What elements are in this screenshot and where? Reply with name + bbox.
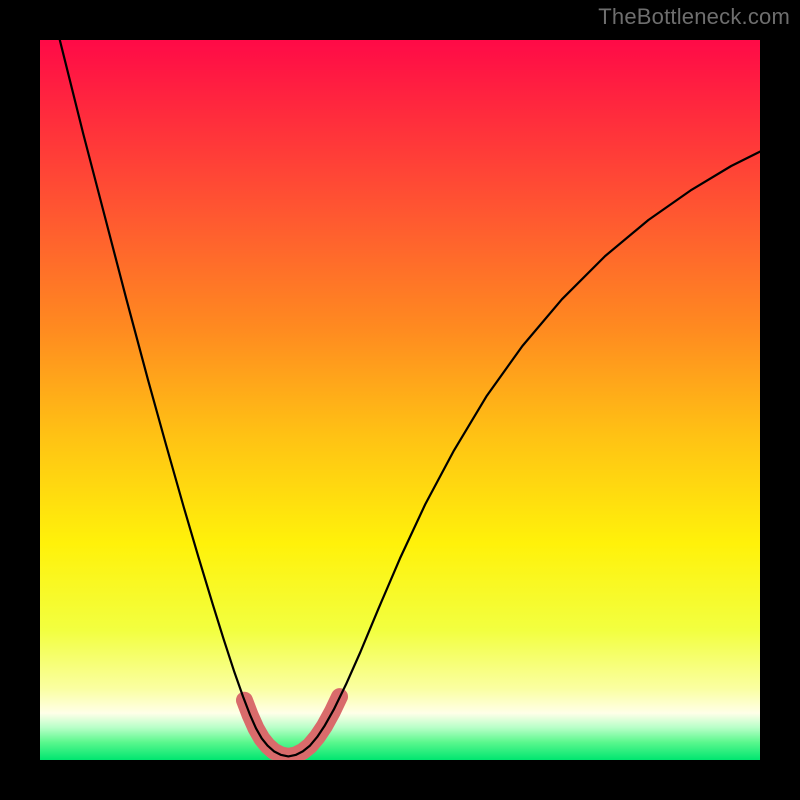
gradient-background [40,40,760,760]
plot-area [40,40,760,760]
watermark-text: TheBottleneck.com [598,4,790,30]
chart-svg [40,40,760,760]
chart-container: TheBottleneck.com [0,0,800,800]
